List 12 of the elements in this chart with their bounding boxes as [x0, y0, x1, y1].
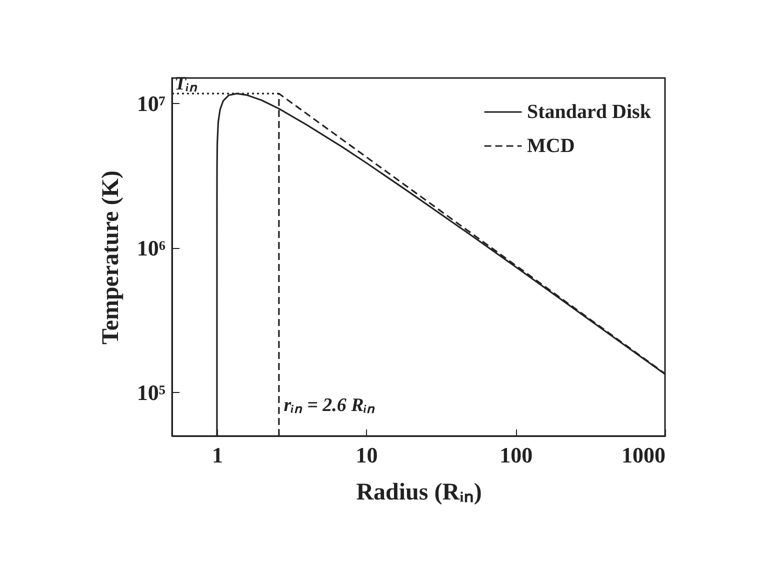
x-tick-label: 100 [500, 442, 533, 468]
x-axis-title: Radius (Rᵢₙ) [356, 480, 482, 506]
x-tick-label: 1 [212, 442, 223, 468]
y-axis-title: Temperature (K) [98, 170, 124, 344]
y-tick-label: 10⁷ [136, 90, 166, 116]
annotation: rᵢₙ = 2.6 Rᵢₙ [284, 394, 376, 416]
y-tick-label: 10⁶ [136, 235, 166, 260]
x-tick-label: 10 [356, 442, 378, 468]
y-tick-label: 10⁵ [136, 380, 166, 405]
legend-label: Standard Disk [527, 101, 652, 123]
x-tick-label: 1000 [622, 442, 666, 468]
legend-label: MCD [527, 135, 575, 157]
